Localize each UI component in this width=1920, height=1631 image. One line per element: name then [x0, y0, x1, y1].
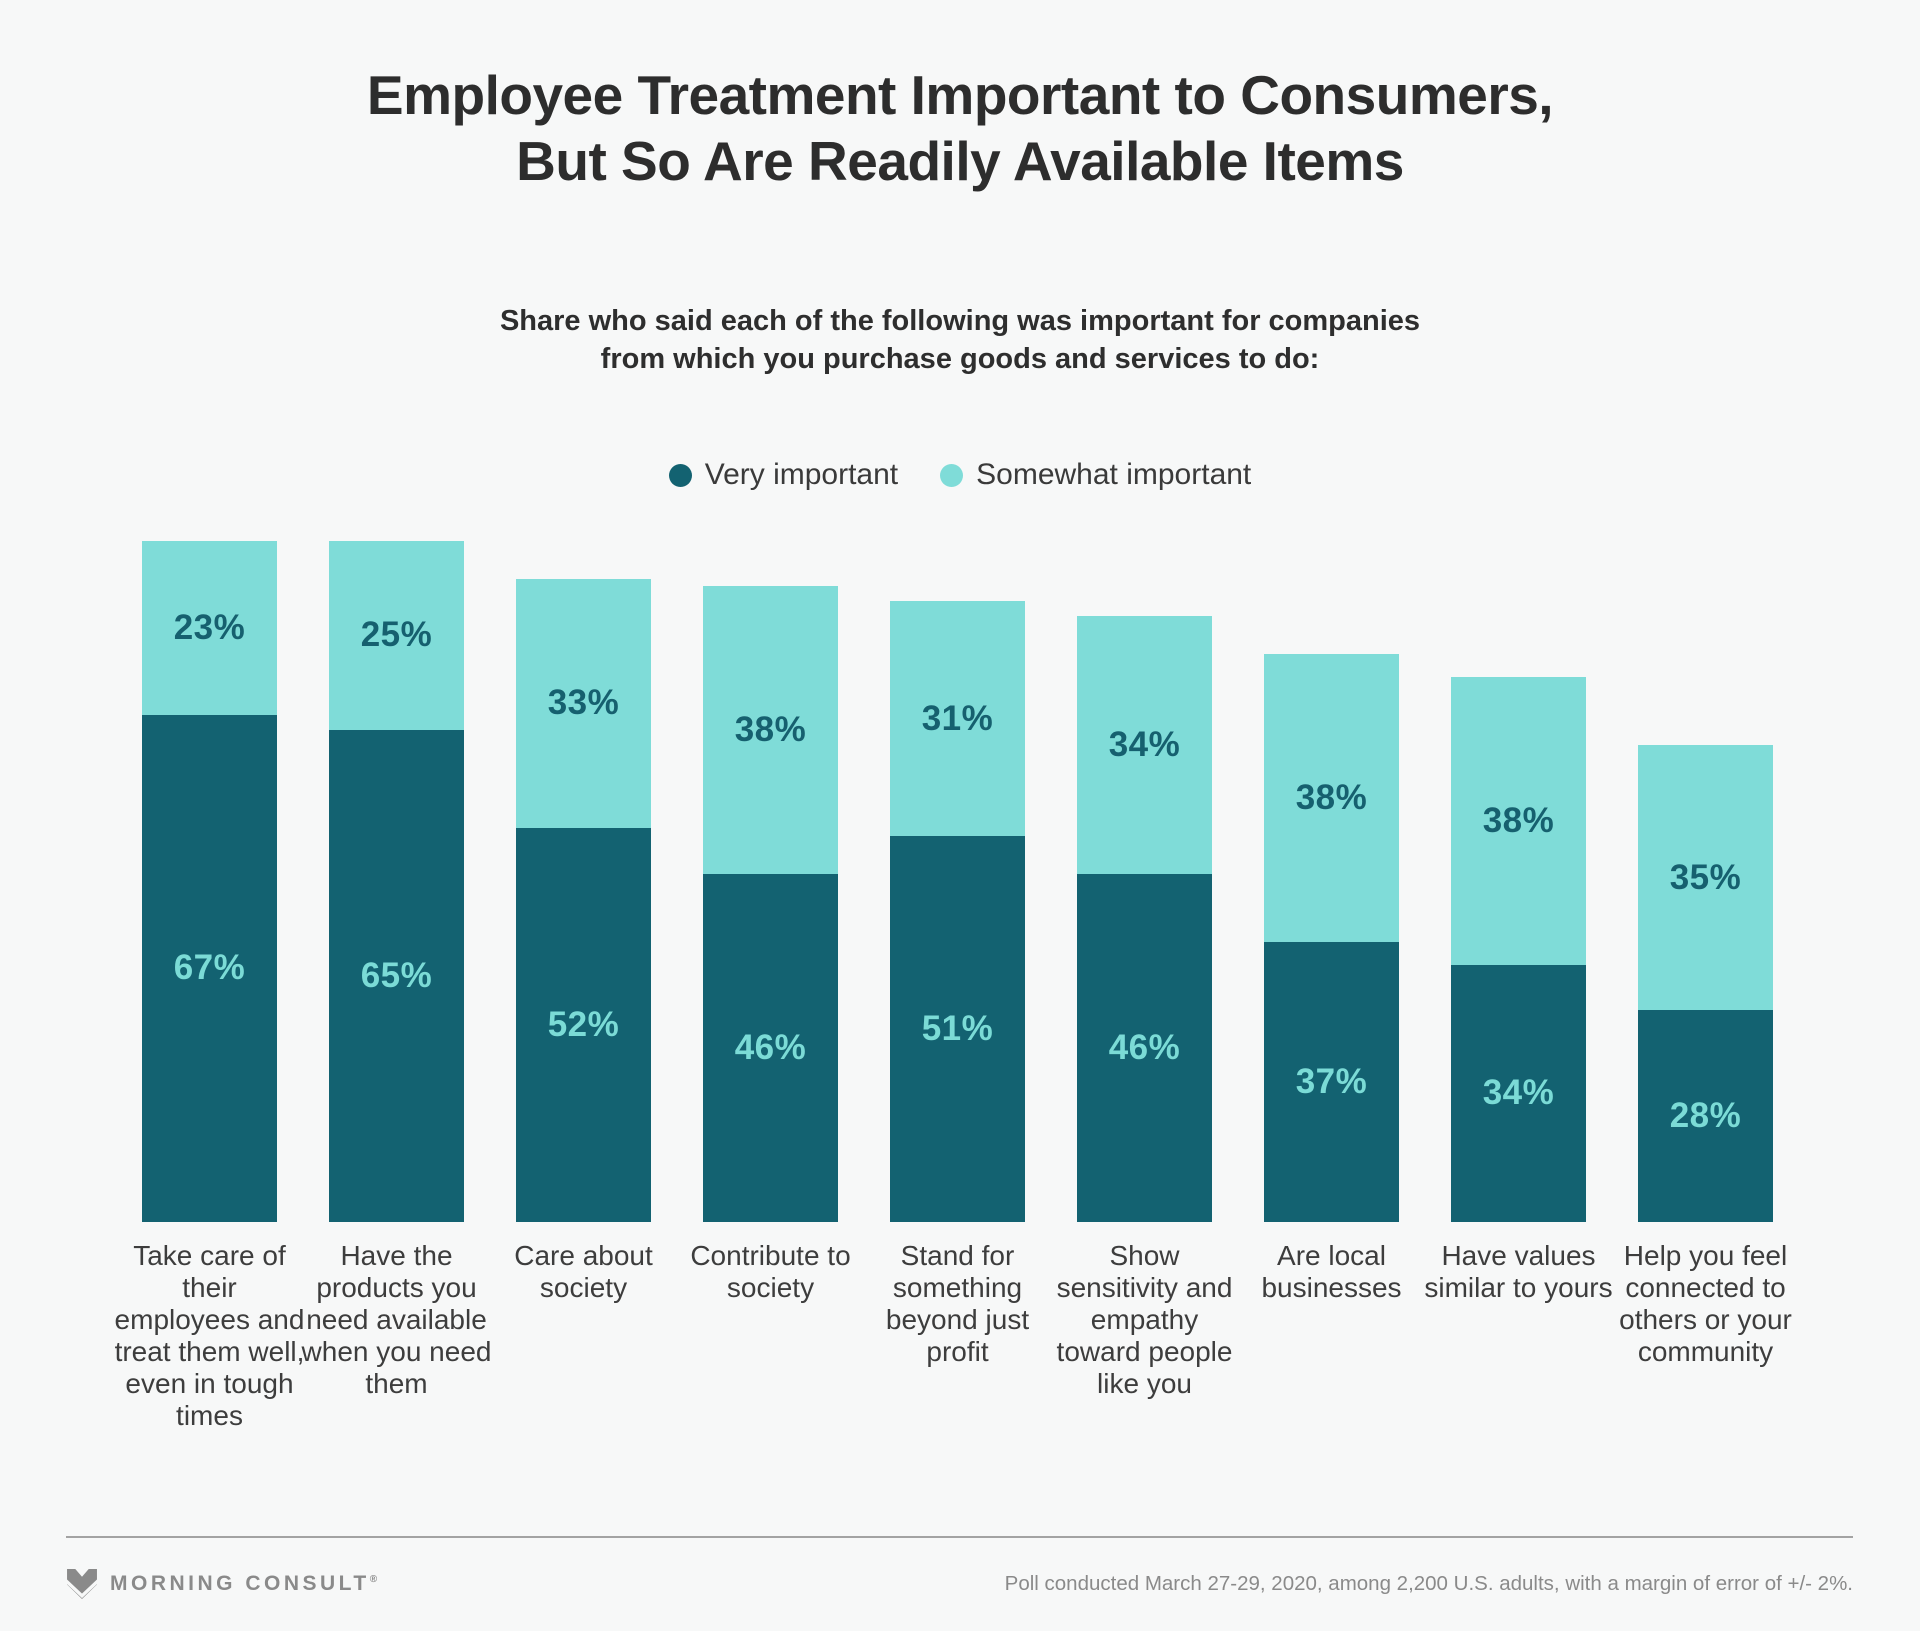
bar-value-label: 31%	[921, 698, 994, 738]
category-label: Help you feel connected to others or you…	[1619, 1240, 1792, 1367]
legend-label-very-important: Very important	[704, 458, 899, 491]
morning-consult-m-icon	[66, 1568, 98, 1599]
legend-item-very-important: Very important	[668, 458, 899, 492]
bar-column: 34% 46%	[1077, 616, 1212, 1222]
bar-column: 38% 34%	[1451, 676, 1586, 1222]
bar-value-label: 35%	[1669, 857, 1742, 897]
footer: MORNING CONSULT® Poll conducted March 27…	[66, 1560, 1853, 1608]
bar-segment-very-important: 65%	[329, 729, 464, 1222]
bar-segment-somewhat-important: 35%	[1638, 745, 1773, 1011]
category-label: Are local businesses	[1261, 1240, 1402, 1303]
bar-segment-very-important: 46%	[703, 873, 838, 1222]
bar-column: 38% 37%	[1264, 654, 1399, 1222]
bar-segment-very-important: 46%	[1077, 873, 1212, 1222]
legend-label-somewhat-important: Somewhat important	[976, 458, 1252, 491]
bar-value-label: 33%	[547, 683, 620, 723]
bar-column: 35% 28%	[1638, 745, 1773, 1222]
bar-value-label: 65%	[360, 955, 433, 995]
legend-item-somewhat-important: Somewhat important	[940, 458, 1251, 492]
bar-segment-very-important: 28%	[1638, 1010, 1773, 1222]
bar-value-label: 52%	[547, 1005, 620, 1045]
chart-title: Employee Treatment Important to Consumer…	[0, 62, 1920, 194]
chart-legend: Very important Somewhat important	[0, 458, 1920, 492]
legend-swatch-somewhat-important-icon	[940, 463, 964, 487]
category-label: Show sensitivity and empathy toward peop…	[1056, 1240, 1233, 1399]
bar-value-label: 34%	[1482, 1073, 1555, 1113]
bar-segment-somewhat-important: 38%	[1264, 654, 1399, 942]
bar-column: 38% 46%	[703, 586, 838, 1222]
bar-column: 33% 52%	[516, 578, 651, 1222]
bar-value-label: 25%	[360, 615, 433, 655]
bar-value-label: 34%	[1108, 725, 1181, 765]
category-label: Have the products you need available whe…	[301, 1240, 492, 1399]
bar-value-label: 46%	[734, 1027, 807, 1067]
morning-consult-logo: MORNING CONSULT®	[66, 1568, 378, 1600]
bar-segment-somewhat-important: 23%	[142, 540, 277, 715]
bar-value-label: 23%	[173, 607, 246, 647]
bar-value-label: 67%	[173, 948, 246, 988]
stacked-bar-chart: 23% 67% 25% 65% 33% 52% 38% 46% 31% 51% 34% 46% 38% 3…	[142, 540, 1773, 1222]
bar-value-label: 37%	[1295, 1061, 1368, 1101]
chart-title-line1: Employee Treatment Important to Consumer…	[366, 64, 1554, 126]
chart-subtitle-line1: Share who said each of the following was…	[499, 305, 1421, 337]
legend-swatch-very-important-icon	[668, 463, 692, 487]
chart-subtitle-line2: from which you purchase goods and servic…	[600, 343, 1320, 375]
poll-methodology-note: Poll conducted March 27-29, 2020, among …	[1004, 1572, 1853, 1595]
bar-value-label: 38%	[734, 709, 807, 749]
bar-segment-somewhat-important: 31%	[890, 601, 1025, 836]
footer-divider	[66, 1536, 1853, 1538]
bar-segment-somewhat-important: 34%	[1077, 616, 1212, 874]
bar-column: 31% 51%	[890, 601, 1025, 1222]
bar-segment-very-important: 34%	[1451, 964, 1586, 1222]
bar-value-label: 51%	[921, 1008, 994, 1048]
category-label-row: Take care of their employees and treat t…	[114, 1240, 1792, 1432]
bar-segment-somewhat-important: 33%	[516, 578, 651, 829]
category-label: Contribute to society	[690, 1240, 851, 1303]
category-label: Stand for something beyond just profit	[885, 1240, 1030, 1367]
chart-title-line2: But So Are Readily Available Items	[516, 130, 1404, 192]
bar-segment-very-important: 51%	[890, 835, 1025, 1222]
bar-value-label: 38%	[1295, 778, 1368, 818]
brand-name: MORNING CONSULT®	[110, 1572, 378, 1595]
bar-segment-very-important: 67%	[142, 714, 277, 1222]
category-label: Have values similar to yours	[1424, 1240, 1613, 1303]
bar-value-label: 28%	[1669, 1096, 1742, 1136]
bar-value-label: 38%	[1482, 800, 1555, 840]
bar-segment-somewhat-important: 38%	[1451, 676, 1586, 965]
chart-subtitle: Share who said each of the following was…	[0, 302, 1920, 378]
category-label: Care about society	[514, 1240, 653, 1303]
bar-segment-somewhat-important: 38%	[703, 586, 838, 874]
bar-column: 23% 67%	[142, 540, 277, 1222]
registered-mark: ®	[369, 1574, 378, 1585]
bar-column: 25% 65%	[329, 540, 464, 1222]
bar-segment-very-important: 37%	[1264, 941, 1399, 1222]
bar-segment-somewhat-important: 25%	[329, 540, 464, 730]
bar-value-label: 46%	[1108, 1027, 1181, 1067]
category-label: Take care of their employees and treat t…	[114, 1240, 305, 1431]
bar-segment-very-important: 52%	[516, 828, 651, 1222]
